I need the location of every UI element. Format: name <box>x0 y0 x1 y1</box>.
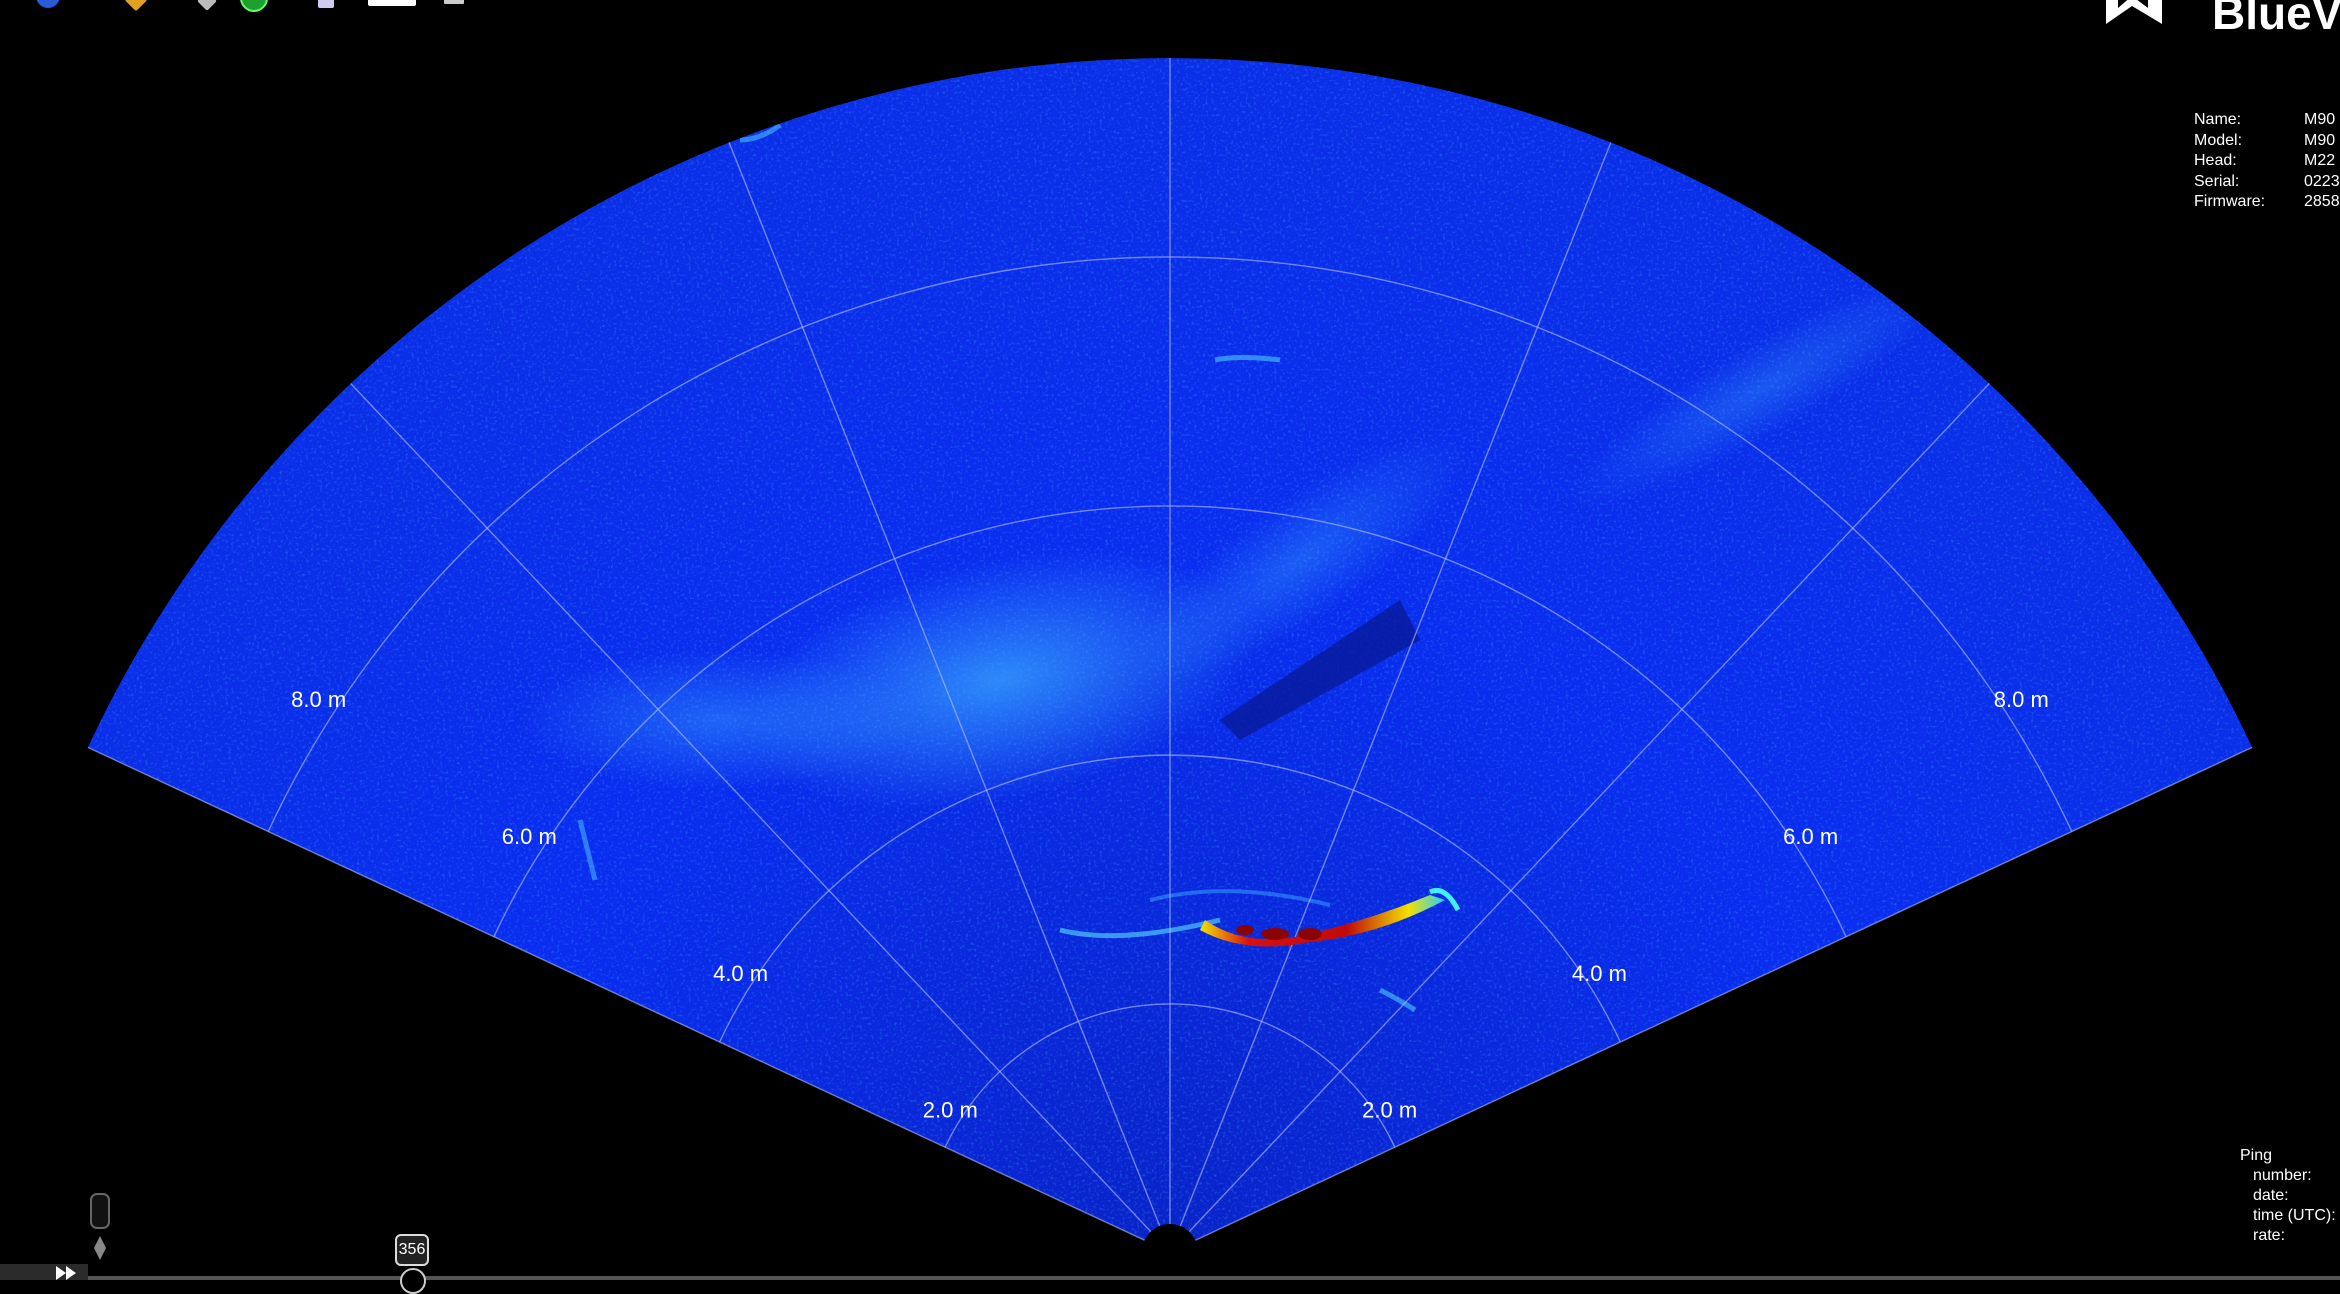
range-label-left: 4.0 m <box>713 961 768 986</box>
bearing-line <box>87 746 1145 1241</box>
diamond-marker-icon[interactable] <box>94 1236 106 1260</box>
toolbar <box>0 0 480 12</box>
info-value-model: M90 <box>2304 131 2336 149</box>
info-value-serial: 0223 <box>2304 172 2340 190</box>
playback-track[interactable] <box>0 1276 2340 1280</box>
info-value-head: M22 <box>2304 152 2336 169</box>
range-label-left: 2.0 m <box>923 1097 978 1122</box>
settings-icon[interactable] <box>36 0 60 8</box>
pointer-icon[interactable] <box>197 0 217 11</box>
ping-index-badge: 356 <box>395 1234 429 1266</box>
logo-icon <box>2106 0 2162 24</box>
antenna-icon[interactable] <box>318 0 334 8</box>
range-label-right: 4.0 m <box>1572 961 1627 986</box>
info-value-firmware: 2858 <box>2304 193 2340 210</box>
info-key-model: Model: <box>2194 131 2243 149</box>
pencil-icon[interactable] <box>124 0 148 12</box>
gain-slider-handle[interactable] <box>90 1193 110 1229</box>
playback-controls <box>0 1264 88 1280</box>
sonar-target-echo <box>1200 888 1461 947</box>
range-grid <box>87 58 2253 1241</box>
info-value-name: M90 <box>2304 111 2336 128</box>
brand-logo: BlueV <box>2100 0 2340 36</box>
sonar-origin <box>1142 1224 1198 1252</box>
bearing-line <box>1179 142 1612 1227</box>
range-label-right: 6.0 m <box>1783 824 1838 849</box>
ping-date-label: date: <box>2253 1187 2289 1204</box>
bearing-line <box>1188 383 1990 1233</box>
info-key-serial: Serial: <box>2194 172 2240 190</box>
bearing-line <box>1195 746 2253 1241</box>
range-label-right: 8.0 m <box>1994 687 2049 712</box>
window-icon[interactable] <box>368 0 416 6</box>
range-label-left: 8.0 m <box>291 687 346 712</box>
bearing-line <box>728 142 1161 1227</box>
ping-title: Ping <box>2240 1147 2273 1164</box>
note-icon[interactable] <box>444 0 464 4</box>
ping-rate-label: rate: <box>2253 1227 2286 1244</box>
logo-text: BlueV <box>2212 0 2340 36</box>
range-labels: 2.0 m 2.0 m 4.0 m 4.0 m 6.0 m 6.0 m 8.0 m 8.0 m <box>291 687 2049 1122</box>
playback-slider-knob[interactable] <box>400 1268 426 1294</box>
range-label-right: 2.0 m <box>1362 1097 1417 1122</box>
ping-info-panel: Ping number: date: time (UTC): rate: <box>2240 1146 2336 1246</box>
info-key-head: Head: <box>2194 152 2237 169</box>
fast-forward-icon[interactable] <box>0 1264 88 1280</box>
info-key-name: Name: <box>2194 111 2242 128</box>
ping-time-label: time (UTC): <box>2253 1207 2336 1224</box>
info-key-firmware: Firmware: <box>2194 193 2266 210</box>
ping-number-label: number: <box>2253 1167 2312 1184</box>
range-label-left: 6.0 m <box>502 824 557 849</box>
bearing-line <box>350 383 1152 1233</box>
